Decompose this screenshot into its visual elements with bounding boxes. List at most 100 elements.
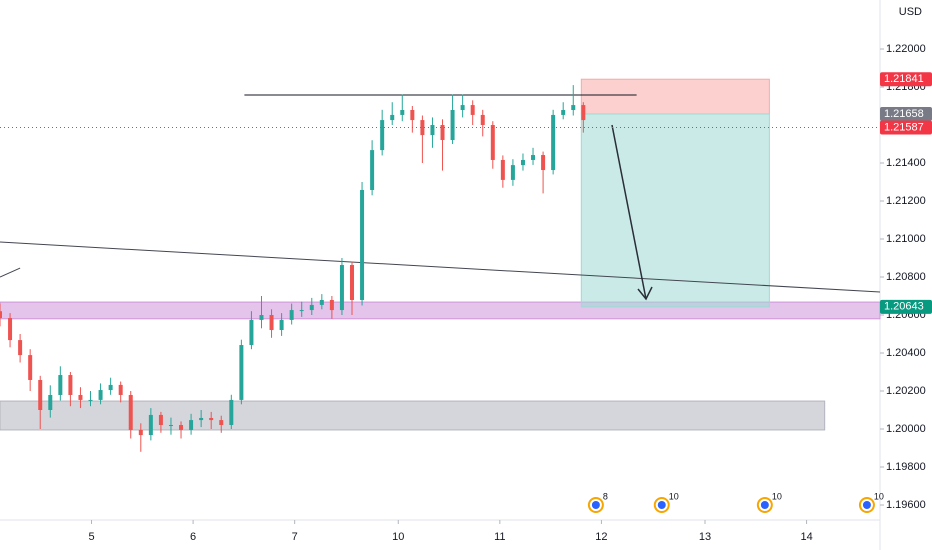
candle-body: [309, 304, 314, 311]
x-tick-label: 11: [494, 531, 505, 543]
candle-body: [319, 299, 324, 305]
candle-body: [279, 319, 284, 331]
price-tag-label: 1.20643: [884, 301, 924, 313]
candle-body: [541, 155, 546, 171]
candle-body: [400, 110, 405, 115]
candle-body: [128, 394, 133, 430]
zone: [0, 400, 826, 431]
price-tag: [880, 72, 932, 87]
candle-body: [179, 425, 184, 430]
candle-body: [460, 105, 465, 111]
price-tag: [880, 120, 932, 135]
candle-body: [581, 105, 586, 121]
x-tick-label: 5: [88, 531, 94, 543]
x-tick-label: 6: [190, 531, 196, 543]
y-tick-label: 1.19800: [886, 461, 926, 473]
candle-body: [430, 125, 435, 136]
y-tick-label: 1.20200: [886, 385, 926, 397]
candle-body: [68, 375, 73, 395]
candle-body: [289, 310, 294, 320]
candle-body: [88, 399, 93, 401]
candle-body: [38, 379, 43, 410]
candle-body: [269, 315, 274, 331]
y-tick-label: 1.21400: [886, 157, 926, 169]
y-tick-label: 1.20400: [886, 347, 926, 359]
y-tick-label: 1.19600: [886, 499, 926, 511]
candle-body: [561, 110, 566, 115]
candle-body: [350, 265, 354, 300]
candle-body: [551, 114, 556, 171]
event-label: 10: [874, 491, 884, 501]
candle-body: [78, 394, 83, 400]
price-tag-label: 1.21841: [884, 73, 924, 85]
candle-body: [28, 355, 33, 380]
candle-body: [199, 417, 204, 421]
x-tick-label: 10: [392, 531, 404, 543]
candle-body: [480, 114, 485, 126]
candle-body: [58, 375, 63, 395]
candle-body: [48, 394, 53, 410]
event-label: 10: [669, 491, 679, 501]
candle-body: [339, 265, 344, 311]
candle-body: [531, 155, 536, 160]
event-label: 8: [603, 491, 608, 501]
event-dot: [760, 501, 769, 509]
candle-body: [370, 150, 375, 190]
candle-body: [490, 125, 495, 160]
candle-body: [329, 299, 334, 311]
zone: [580, 78, 770, 115]
candle-body: [118, 384, 123, 395]
candle-body: [249, 319, 254, 346]
candle-body: [380, 120, 385, 151]
candle-body: [219, 420, 224, 426]
candle-body: [189, 420, 194, 430]
candle-body: [138, 429, 143, 436]
zone: [580, 113, 770, 308]
y-tick-label: 1.20800: [886, 271, 926, 283]
candle-body: [440, 125, 445, 141]
candle-body: [18, 340, 23, 356]
candle-body: [500, 159, 505, 180]
event-dot: [591, 501, 600, 509]
candle-body: [108, 384, 113, 391]
arrow-shaft: [611, 124, 647, 300]
axis-unit: USD: [899, 6, 922, 18]
candle-body: [0, 311, 2, 319]
candle-body: [259, 315, 264, 320]
event-label: 10: [772, 491, 782, 501]
event-dot: [862, 501, 871, 509]
candle-body: [98, 390, 103, 400]
candle-body: [410, 110, 415, 121]
price-tag-label: 1.21587: [884, 121, 924, 133]
y-tick-label: 1.21200: [886, 195, 926, 207]
y-tick-label: 1.22000: [886, 43, 926, 55]
x-tick-label: 13: [699, 531, 711, 543]
y-tick-label: 1.21000: [886, 233, 926, 245]
price-tag-label: 1.21658: [884, 108, 924, 120]
price-tag: [880, 299, 932, 314]
candle-body: [520, 159, 525, 166]
candle-body: [390, 114, 395, 121]
candle-body: [299, 310, 304, 312]
candle-body: [510, 165, 515, 180]
candle-body: [470, 105, 475, 115]
x-tick-label: 12: [595, 531, 607, 543]
drawn-line: [0, 241, 881, 293]
candle-body: [158, 414, 163, 426]
price-tag: [880, 106, 932, 121]
candle-body: [8, 318, 13, 341]
candle-body: [239, 345, 244, 400]
y-tick-label: 1.20000: [886, 423, 926, 435]
drawn-line: [0, 267, 21, 278]
arrow-head: [637, 286, 653, 301]
candle-body: [571, 105, 576, 111]
candle-body: [168, 425, 173, 427]
candle-body: [148, 414, 153, 436]
x-tick-label: 7: [292, 531, 298, 543]
candle-body: [209, 417, 214, 421]
event-dot: [657, 501, 666, 509]
candle-body: [450, 110, 455, 141]
candle-body: [420, 120, 425, 136]
candle-body: [360, 189, 365, 300]
